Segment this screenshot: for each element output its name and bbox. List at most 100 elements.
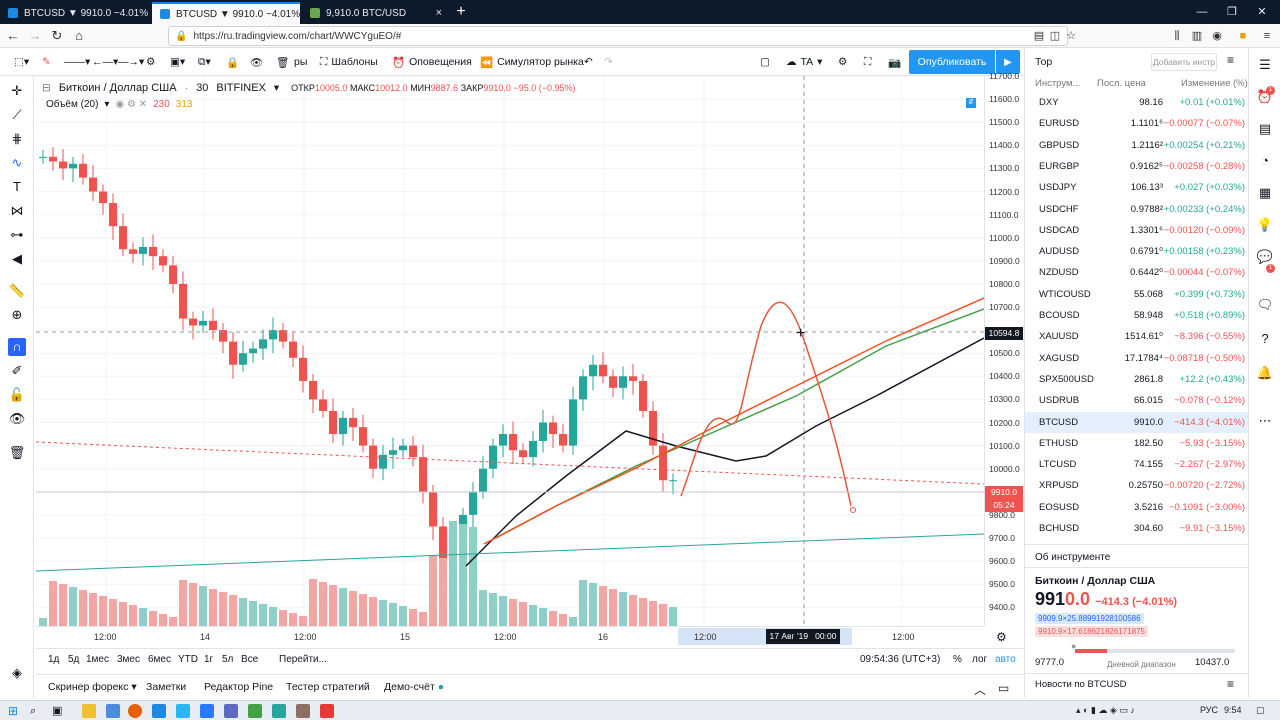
range-5y[interactable]: 5л <box>222 654 234 665</box>
close-window-icon[interactable]: ✕ <box>1257 6 1267 18</box>
undo-icon[interactable]: ↶ <box>584 56 593 68</box>
play-icon[interactable]: ▶ <box>996 50 1020 74</box>
forward-icon[interactable]: → <box>28 28 42 43</box>
watchlist-row[interactable]: BCOUSD 58.948 +0.518 (+0.89%) <box>1025 305 1249 326</box>
notification-center-icon[interactable]: ▢ <box>1256 705 1265 715</box>
back-icon[interactable]: ← <box>6 28 20 43</box>
log-scale-toggle[interactable]: лог <box>972 654 988 665</box>
watchlist-row[interactable]: XAUUSD 1514.61⁰ −8.396 (−0.55%) <box>1025 326 1249 347</box>
col-last[interactable]: Посл. цена <box>1097 78 1146 89</box>
publish-button[interactable]: Опубликовать <box>909 50 995 74</box>
tab-notes[interactable]: Заметки <box>146 681 187 693</box>
watchlist-icon[interactable]: ☰ <box>1259 57 1271 72</box>
chat-icon[interactable]: 💬 <box>1256 249 1274 264</box>
search-icon[interactable]: ⌕ <box>30 705 37 717</box>
watchlist-row[interactable]: USDJPY 106.13³ +0.027 (+0.03%) <box>1025 177 1249 198</box>
watchlist-row[interactable]: LTCUSD 74.155 −2.267 (−2.97%) <box>1025 454 1249 475</box>
watchlist-row[interactable]: EURGBP 0.9162⁵ −0.00258 (−0.28%) <box>1025 156 1249 177</box>
calendar-icon[interactable]: ▦ <box>1258 185 1272 200</box>
watchlist-row[interactable]: USDCHF 0.9788² +0.00233 (+0.24%) <box>1025 199 1249 220</box>
browser-tab-3[interactable]: 9,910.0 BTC/USD × <box>302 2 450 24</box>
price-axis[interactable]: 11700.0 11600.0 11500.0 11400.0 11300.0 11200… <box>984 71 1024 626</box>
watchlist-row[interactable]: BTCUSD 9910.0 −414.3 (−4.01%) <box>1025 411 1249 433</box>
layout-icon[interactable]: ▢ <box>760 56 770 68</box>
menu-icon[interactable]: ≡ <box>1263 30 1271 42</box>
line-start-selector-icon[interactable]: ←—▾ <box>92 56 119 68</box>
drawing-mode-icon[interactable]: ✐ <box>11 363 23 378</box>
zoom-icon[interactable]: ⊕ <box>11 307 23 322</box>
help-icon[interactable]: ? <box>1261 331 1269 346</box>
watchlist-title[interactable]: Тор <box>1035 56 1053 68</box>
file-explorer-icon[interactable] <box>82 704 96 718</box>
ta-button[interactable]: ☁ TA ▾ <box>786 53 822 71</box>
app-icon[interactable] <box>296 704 310 718</box>
watchlist-row[interactable]: WTICOUSD 55.068 +0.399 (+0.73%) <box>1025 284 1249 305</box>
fib-icon[interactable]: ⋕ <box>11 131 23 146</box>
browser-tab-2[interactable]: BTCUSD ▼ 9910.0 −4.01% TA × <box>152 2 300 24</box>
app-icon[interactable] <box>224 704 238 718</box>
watchlist-row[interactable]: EOSUSD 3.5216 −0.1091 (−3.00%) <box>1025 497 1249 518</box>
hotlist-icon[interactable]: ◔ <box>1261 153 1269 168</box>
details-header[interactable]: Об инструменте <box>1035 552 1111 563</box>
watchlist-row[interactable]: ETHUSD 182.50 −5.93 (−3.15%) <box>1025 433 1249 454</box>
camera-icon[interactable]: 📷 <box>888 56 902 69</box>
range-3m[interactable]: 3мес <box>117 654 140 665</box>
watchlist-row[interactable]: EURUSD 1.1101⁶ −0.00077 (−0.07%) <box>1025 113 1249 134</box>
visibility-toggle-icon[interactable]: ◉ ⚙ ✕ <box>115 99 148 110</box>
new-tab-button[interactable]: + <box>456 3 466 20</box>
watchlist-row[interactable]: USDCAD 1.3301⁶ −0.00120 (−0.09%) <box>1025 220 1249 241</box>
maximize-panel-icon[interactable]: ▭ <box>998 681 1010 695</box>
text-icon[interactable]: T <box>13 179 21 194</box>
market-replay-button[interactable]: ⏪ Симулятор рынка <box>480 53 584 71</box>
interval-label[interactable]: 30 <box>196 82 209 94</box>
bookmark-star-icon[interactable]: ☆ <box>1066 30 1076 42</box>
news-menu-icon[interactable]: ≡ <box>1227 677 1235 691</box>
chevron-down-icon[interactable]: ▾ <box>104 99 110 110</box>
redo-icon[interactable]: ↷ <box>604 56 613 68</box>
line-style-selector-icon[interactable]: ⬚▾ <box>14 56 30 68</box>
template-icon[interactable]: ▣▾ <box>170 56 186 68</box>
watchlist-row[interactable]: GBPUSD 1.2116² +0.00254 (+0.21%) <box>1025 135 1249 156</box>
templates-button[interactable]: ⛶ Шаблоны <box>320 53 378 71</box>
telegram-icon[interactable] <box>176 704 190 718</box>
notifications-icon[interactable]: 🔔 <box>1256 365 1274 380</box>
watchlist-row[interactable]: BCHUSD 304.60 −9.91 (−3.15%) <box>1025 518 1249 539</box>
watchlist-row[interactable]: USDRUB 66.015 −0.078 (−0.12%) <box>1025 390 1249 411</box>
watchlist-row[interactable]: SPX500USD 2861.8 +12.2 (+0.43%) <box>1025 369 1249 390</box>
watchlist-row[interactable]: XRPUSD 0.25750 −0.00720 (−2.72%) <box>1025 475 1249 496</box>
app-icon[interactable] <box>248 704 262 718</box>
edge-icon[interactable] <box>152 704 166 718</box>
eye-icon[interactable]: 👁 <box>250 56 264 69</box>
visibility-icon[interactable]: 👁 <box>8 411 26 426</box>
percent-scale-toggle[interactable]: % <box>953 654 962 665</box>
symbol-name[interactable]: Биткоин / Доллар США <box>58 82 177 94</box>
ruler-icon[interactable]: 📏 <box>8 283 26 298</box>
range-6m[interactable]: 6мес <box>148 654 171 665</box>
collapse-icon[interactable]: ⊟ <box>42 82 51 94</box>
chart-settings-icon[interactable]: ⚙ <box>838 56 848 68</box>
volume-label[interactable]: Объём (20) <box>46 99 99 110</box>
price-chart[interactable]: + <box>36 76 984 646</box>
firefox-icon[interactable] <box>128 704 142 718</box>
tab-strategy-tester[interactable]: Тестер стратегий <box>286 681 370 693</box>
range-ytd[interactable]: YTD <box>178 654 198 665</box>
data-window-icon[interactable]: ▤ <box>1258 121 1272 136</box>
tab-demo-account[interactable]: Демо-счёт ● <box>384 681 444 693</box>
auto-scale-toggle[interactable]: авто <box>995 654 1016 665</box>
chart-settings-gear-icon[interactable]: ⚙ <box>996 630 1007 644</box>
address-bar[interactable]: 🔒 https://ru.tradingview.com/chart/WWCYg… <box>168 26 1068 46</box>
remove-drawings-icon[interactable]: 🗑 <box>8 445 26 460</box>
library-icon[interactable]: ⫼ <box>1174 30 1180 42</box>
pen-color-icon[interactable]: ✎ <box>42 56 51 68</box>
time-axis[interactable]: 12:00 14 12:00 15 12:00 16 12:00 12:00 17 Авг '1… <box>36 626 984 646</box>
reload-icon[interactable]: ↻ <box>51 28 63 43</box>
magnet-icon[interactable]: ∩ <box>8 338 26 356</box>
alerts-button[interactable]: ⏰ Оповещения <box>392 53 472 71</box>
reader-icon[interactable]: ▤ <box>1033 30 1045 42</box>
app-icon[interactable] <box>106 704 120 718</box>
watchlist-row[interactable]: XAGUSD 17.1784⁴ −0.08718 (−0.50%) <box>1025 348 1249 369</box>
range-1m[interactable]: 1мес <box>86 654 109 665</box>
layers-icon[interactable]: ◈ <box>12 665 22 680</box>
back-arrow-icon[interactable]: ◀ <box>12 251 22 266</box>
range-1y[interactable]: 1г <box>204 654 214 665</box>
